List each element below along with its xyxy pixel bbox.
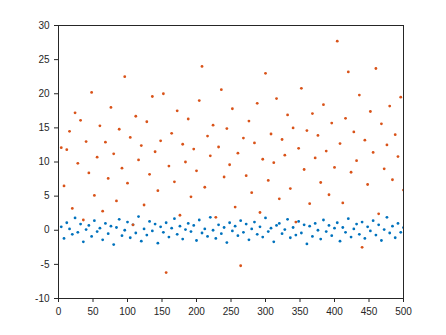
svg-text:25: 25	[38, 54, 50, 65]
svg-text:350: 350	[292, 306, 309, 317]
svg-text:150: 150	[154, 306, 171, 317]
svg-text:400: 400	[326, 306, 343, 317]
svg-text:15: 15	[38, 122, 50, 133]
svg-text:-10: -10	[35, 293, 50, 304]
svg-text:50: 50	[87, 306, 99, 317]
svg-text:-5: -5	[41, 259, 50, 270]
svg-text:200: 200	[188, 306, 205, 317]
svg-text:0: 0	[56, 306, 62, 317]
svg-text:30: 30	[38, 20, 50, 31]
svg-text:20: 20	[38, 88, 50, 99]
svg-text:100: 100	[119, 306, 136, 317]
svg-text:5: 5	[44, 190, 50, 201]
svg-text:500: 500	[395, 306, 412, 317]
svg-text:250: 250	[223, 306, 240, 317]
svg-text:450: 450	[361, 306, 378, 317]
svg-text:300: 300	[257, 306, 274, 317]
svg-text:0: 0	[44, 224, 50, 235]
svg-text:10: 10	[38, 156, 50, 167]
